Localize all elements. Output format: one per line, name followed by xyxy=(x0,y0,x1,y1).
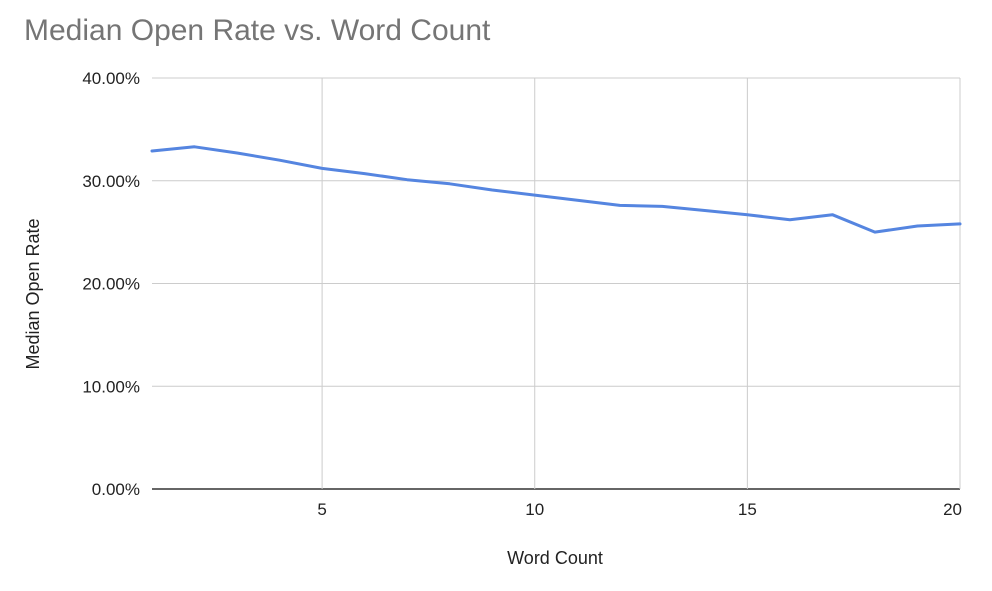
x-tick-label: 10 xyxy=(525,500,544,519)
data-point xyxy=(193,145,197,149)
y-tick-label: 30.00% xyxy=(82,172,140,191)
data-point xyxy=(363,172,367,176)
y-tick-label: 0.00% xyxy=(92,480,140,499)
y-tick-label: 40.00% xyxy=(82,69,140,88)
data-point xyxy=(533,193,537,197)
data-point xyxy=(448,182,452,186)
data-point xyxy=(320,166,324,170)
data-point xyxy=(618,203,622,207)
y-tick-label: 20.00% xyxy=(82,275,140,294)
data-point xyxy=(660,204,664,208)
x-tick-label: 20 xyxy=(943,500,962,519)
chart-title: Median Open Rate vs. Word Count xyxy=(24,14,491,47)
data-point xyxy=(490,188,494,192)
y-axis-label: Median Open Rate xyxy=(23,218,43,369)
data-point xyxy=(278,158,282,162)
data-point xyxy=(788,218,792,222)
x-axis-label: Word Count xyxy=(507,548,603,568)
x-tick-label: 15 xyxy=(738,500,757,519)
data-point xyxy=(703,209,707,213)
grid xyxy=(152,77,961,490)
data-point xyxy=(958,222,962,226)
data-point xyxy=(830,213,834,217)
x-tick-label: 5 xyxy=(317,500,326,519)
data-point xyxy=(873,230,877,234)
y-tick-label: 10.00% xyxy=(82,377,140,396)
data-point xyxy=(575,198,579,202)
data-point xyxy=(745,213,749,217)
data-point xyxy=(915,224,919,228)
data-point xyxy=(235,151,239,155)
data-point xyxy=(405,178,409,182)
series-line xyxy=(150,145,962,234)
series-layer xyxy=(150,145,962,234)
tick-labels: 0.00% 10.00% 20.00% 30.00% 40.00% 5 10 15 20 xyxy=(82,69,962,519)
data-point xyxy=(150,149,154,153)
